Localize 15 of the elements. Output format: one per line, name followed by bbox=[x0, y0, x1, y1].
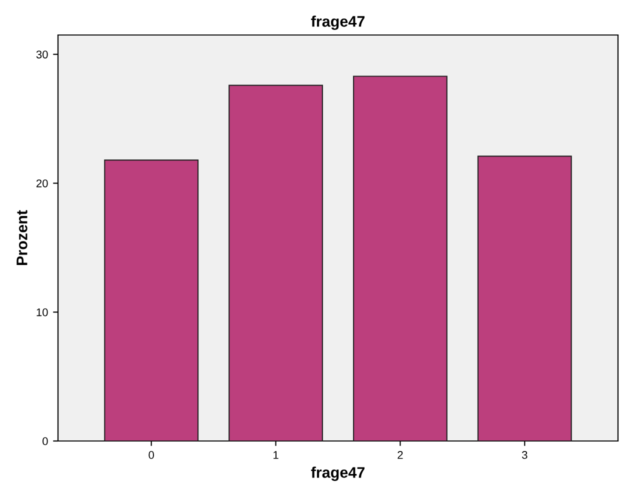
x-tick-label: 0 bbox=[148, 451, 154, 459]
bar bbox=[104, 159, 199, 441]
y-tick-label: 30 bbox=[36, 50, 48, 58]
y-tick-label: 10 bbox=[36, 308, 48, 316]
x-axis-title: frage47 bbox=[311, 466, 365, 481]
x-tick-label: 1 bbox=[274, 451, 278, 459]
y-tick-label: 20 bbox=[36, 179, 48, 188]
bar bbox=[228, 84, 323, 441]
y-axis-title: Prozent bbox=[16, 210, 28, 265]
x-tick-label: 3 bbox=[522, 451, 528, 459]
y-tick-label: 0 bbox=[42, 437, 48, 446]
chart-title: frage47 bbox=[311, 16, 365, 30]
bar bbox=[477, 156, 572, 441]
x-tick-label: 2 bbox=[398, 451, 403, 459]
bar bbox=[353, 76, 448, 441]
